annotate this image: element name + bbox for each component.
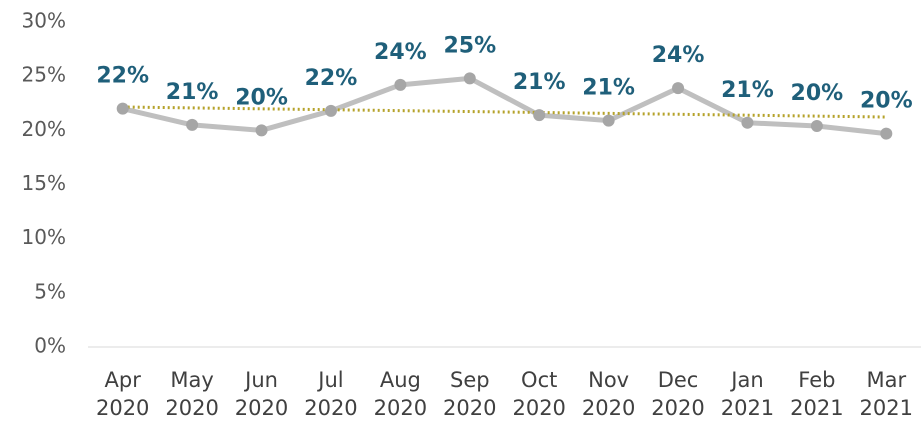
x-tick-label: Feb 2021: [790, 368, 844, 420]
marker: [602, 114, 615, 127]
x-tick-label: Dec 2020: [651, 368, 705, 420]
marker: [672, 82, 685, 95]
data-label: 21%: [166, 80, 219, 105]
data-label: 20%: [791, 81, 844, 106]
x-tick-label: Jun 2020: [234, 368, 289, 420]
y-tick-label: 10%: [22, 225, 66, 249]
marker: [116, 102, 129, 115]
marker: [255, 124, 268, 137]
y-tick-label: 25%: [22, 63, 66, 87]
marker: [186, 118, 199, 131]
data-label: 22%: [96, 64, 149, 89]
marker: [324, 104, 337, 117]
x-tick-label: Sep 2020: [443, 368, 497, 420]
marker: [533, 109, 546, 122]
y-tick-label: 20%: [22, 117, 66, 141]
data-label: 21%: [582, 76, 635, 101]
data-label: 20%: [235, 85, 288, 110]
marker: [880, 127, 893, 140]
trendline: [122, 105, 887, 119]
y-tick-label: 5%: [34, 279, 66, 303]
data-label: 24%: [652, 43, 705, 68]
data-label: 21%: [721, 78, 774, 103]
data-label: 21%: [513, 70, 566, 95]
marker: [741, 116, 754, 129]
data-label: 25%: [443, 33, 496, 58]
x-tick-label: Mar 2021: [859, 368, 913, 420]
x-tick-label: Jul 2020: [304, 368, 358, 420]
data-label: 22%: [305, 66, 358, 91]
x-tick-label: Oct 2020: [512, 368, 566, 420]
x-tick-label: Jan 2021: [720, 368, 775, 420]
x-tick-label: May 2020: [165, 368, 219, 420]
y-tick-label: 30%: [22, 9, 66, 33]
y-tick-label: 0%: [34, 334, 66, 358]
x-tick-label: Nov 2020: [581, 368, 636, 420]
x-tick-label: Aug 2020: [373, 368, 428, 420]
data-label: 20%: [860, 89, 913, 114]
marker: [463, 72, 476, 85]
marker: [810, 120, 823, 132]
x-tick-label: Apr 2020: [95, 368, 150, 420]
data-label: 24%: [374, 40, 427, 65]
marker: [394, 78, 407, 91]
y-tick-label: 15%: [22, 171, 66, 195]
line: [122, 75, 887, 137]
